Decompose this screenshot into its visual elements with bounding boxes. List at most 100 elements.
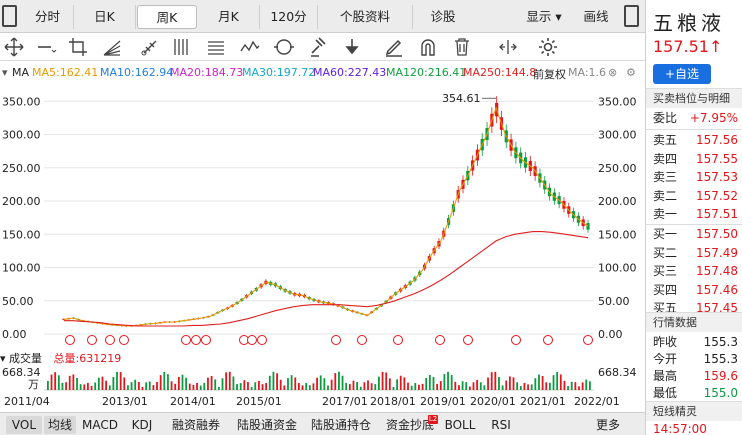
btab-kdj[interactable]: KDJ xyxy=(131,418,153,432)
x-tick-label: 2014/01 xyxy=(170,395,216,408)
btab-rsi[interactable]: RSI xyxy=(491,418,511,432)
add-watchlist-button[interactable]: +自选 xyxy=(653,64,711,84)
legend-settings-icon[interactable]: ⚙ xyxy=(626,66,636,79)
tab-timeshare[interactable]: 分时 xyxy=(22,5,74,29)
vol-bar xyxy=(145,382,148,390)
vol-bar xyxy=(250,386,253,390)
btab-vol[interactable]: VOL xyxy=(6,416,42,434)
ask-price: 157.56 xyxy=(696,133,738,147)
vol-bar xyxy=(388,378,391,390)
btab-macd[interactable]: MACD xyxy=(82,418,118,432)
vol-bar xyxy=(94,382,97,390)
vol-bar xyxy=(541,376,544,390)
ma-line-ma5 xyxy=(63,106,589,327)
display-menu[interactable]: 显示 ▾ xyxy=(526,9,562,24)
event-marker-icon xyxy=(393,335,403,345)
vertical-lines-icon[interactable] xyxy=(170,35,194,59)
magnet-icon[interactable] xyxy=(416,35,440,59)
btab-margin[interactable]: 融资融券 xyxy=(171,418,220,432)
vol-bar xyxy=(196,382,198,390)
legend-close-icon[interactable]: ⊗ xyxy=(608,66,618,79)
x-axis: 2011/04 2013/01 2014/01 2015/01 2017/01 2018/… xyxy=(4,395,620,408)
vol-bar xyxy=(112,376,115,390)
vol-bar xyxy=(501,385,504,390)
legend-ma30: MA30:197.72 xyxy=(242,66,316,79)
vol-bar xyxy=(563,380,566,390)
cycle-icon[interactable] xyxy=(272,35,296,59)
vol-bar xyxy=(279,379,282,390)
vol-bar xyxy=(356,382,358,390)
vol-bar xyxy=(301,385,304,390)
x-tick-label: 2011/04 xyxy=(4,395,50,408)
vol-bar xyxy=(538,374,540,390)
window-icon[interactable] xyxy=(624,5,639,27)
draw-line-toggle[interactable]: 画线 xyxy=(583,9,609,24)
btab-boll[interactable]: BOLL xyxy=(444,418,476,432)
vol-bar xyxy=(367,380,369,390)
ratio-label: 委比 xyxy=(653,111,678,125)
brief-header[interactable]: 短线精灵 xyxy=(646,401,742,421)
pencil-icon[interactable] xyxy=(382,35,406,59)
vol-bar xyxy=(203,382,206,390)
vol-bar xyxy=(188,383,191,390)
quote-row: 今开 155.3 xyxy=(646,350,742,369)
btab-bottom-fish[interactable]: 资金抄底 xyxy=(385,418,434,432)
bid-row: 买四 157.46 xyxy=(646,281,742,300)
vol-bar xyxy=(439,381,442,390)
multi-line-icon[interactable] xyxy=(204,35,228,59)
btab-hk-flow[interactable]: 陆股通资金 xyxy=(236,418,297,432)
quote-value: 155.3 xyxy=(703,352,738,366)
gavel-icon[interactable] xyxy=(306,35,330,59)
window-icon[interactable] xyxy=(2,5,17,27)
vol-bar xyxy=(403,377,406,390)
fan-lines-icon[interactable] xyxy=(100,35,124,59)
vol-bar xyxy=(581,382,584,390)
tab-weekly[interactable]: 周K xyxy=(137,5,197,29)
ruler-icon[interactable] xyxy=(138,35,162,59)
arrow-down-icon[interactable] xyxy=(340,35,364,59)
vol-unit-label: 万 xyxy=(28,378,39,391)
vol-bar xyxy=(432,377,435,390)
vol-bar xyxy=(476,379,479,390)
vol-bar xyxy=(348,384,351,390)
kline-chart[interactable]: 350.00 300.00 250.00 200.00 150.00 100.00 50.0… xyxy=(0,82,645,412)
tab-diagnose[interactable]: 诊股 xyxy=(430,9,456,24)
tab-daily[interactable]: 日K xyxy=(74,5,136,29)
vol-bar xyxy=(130,382,133,390)
gear-icon[interactable] xyxy=(536,35,560,59)
btab-hk-hold[interactable]: 陆股通持仓 xyxy=(310,418,371,432)
legend-ma20: MA20:184.73 xyxy=(170,66,244,79)
bid-row: 买五 157.45 xyxy=(646,299,742,318)
horizontal-line-icon[interactable] xyxy=(34,35,58,59)
bid-price: 157.45 xyxy=(696,301,738,316)
orderbook-header[interactable]: 买卖档位与明细 xyxy=(646,88,742,108)
legend-fq[interactable]: 前复权 xyxy=(533,68,566,81)
crosshair-move-icon[interactable] xyxy=(2,35,26,59)
expand-icon[interactable] xyxy=(496,35,520,59)
event-marker-icon xyxy=(181,335,191,345)
quote-header[interactable]: 行情数据 xyxy=(646,312,742,332)
btab-ma[interactable]: 均线 xyxy=(44,416,76,434)
candles xyxy=(62,96,590,327)
crop-icon[interactable] xyxy=(66,35,90,59)
trash-icon[interactable] xyxy=(450,35,474,59)
vol-bar xyxy=(556,372,559,390)
event-marker-icon xyxy=(543,335,553,345)
vol-bar xyxy=(90,385,93,390)
tab-monthly[interactable]: 月K xyxy=(198,5,260,29)
vol-bar xyxy=(236,384,238,390)
vol-bar xyxy=(54,372,57,390)
vol-bar xyxy=(399,375,402,390)
legend-caret-icon[interactable]: ▾ xyxy=(2,66,8,79)
vol-bar xyxy=(468,386,471,390)
ask-price: 157.53 xyxy=(696,170,738,185)
tab-stock-profile[interactable]: 个股资料 xyxy=(318,5,413,29)
y-tick-label: 350.00 xyxy=(598,95,637,108)
wave-icon[interactable] xyxy=(238,35,262,59)
vol-bar xyxy=(294,377,297,390)
vol-caret-icon[interactable]: ▾ xyxy=(0,352,6,365)
x-tick-label: 2019/01 xyxy=(420,395,466,408)
btab-more[interactable]: 更多 xyxy=(595,418,620,432)
tab-120min[interactable]: 120分 xyxy=(260,5,318,29)
volume-header: ▾ 成交量 总量:631219 xyxy=(0,350,121,366)
